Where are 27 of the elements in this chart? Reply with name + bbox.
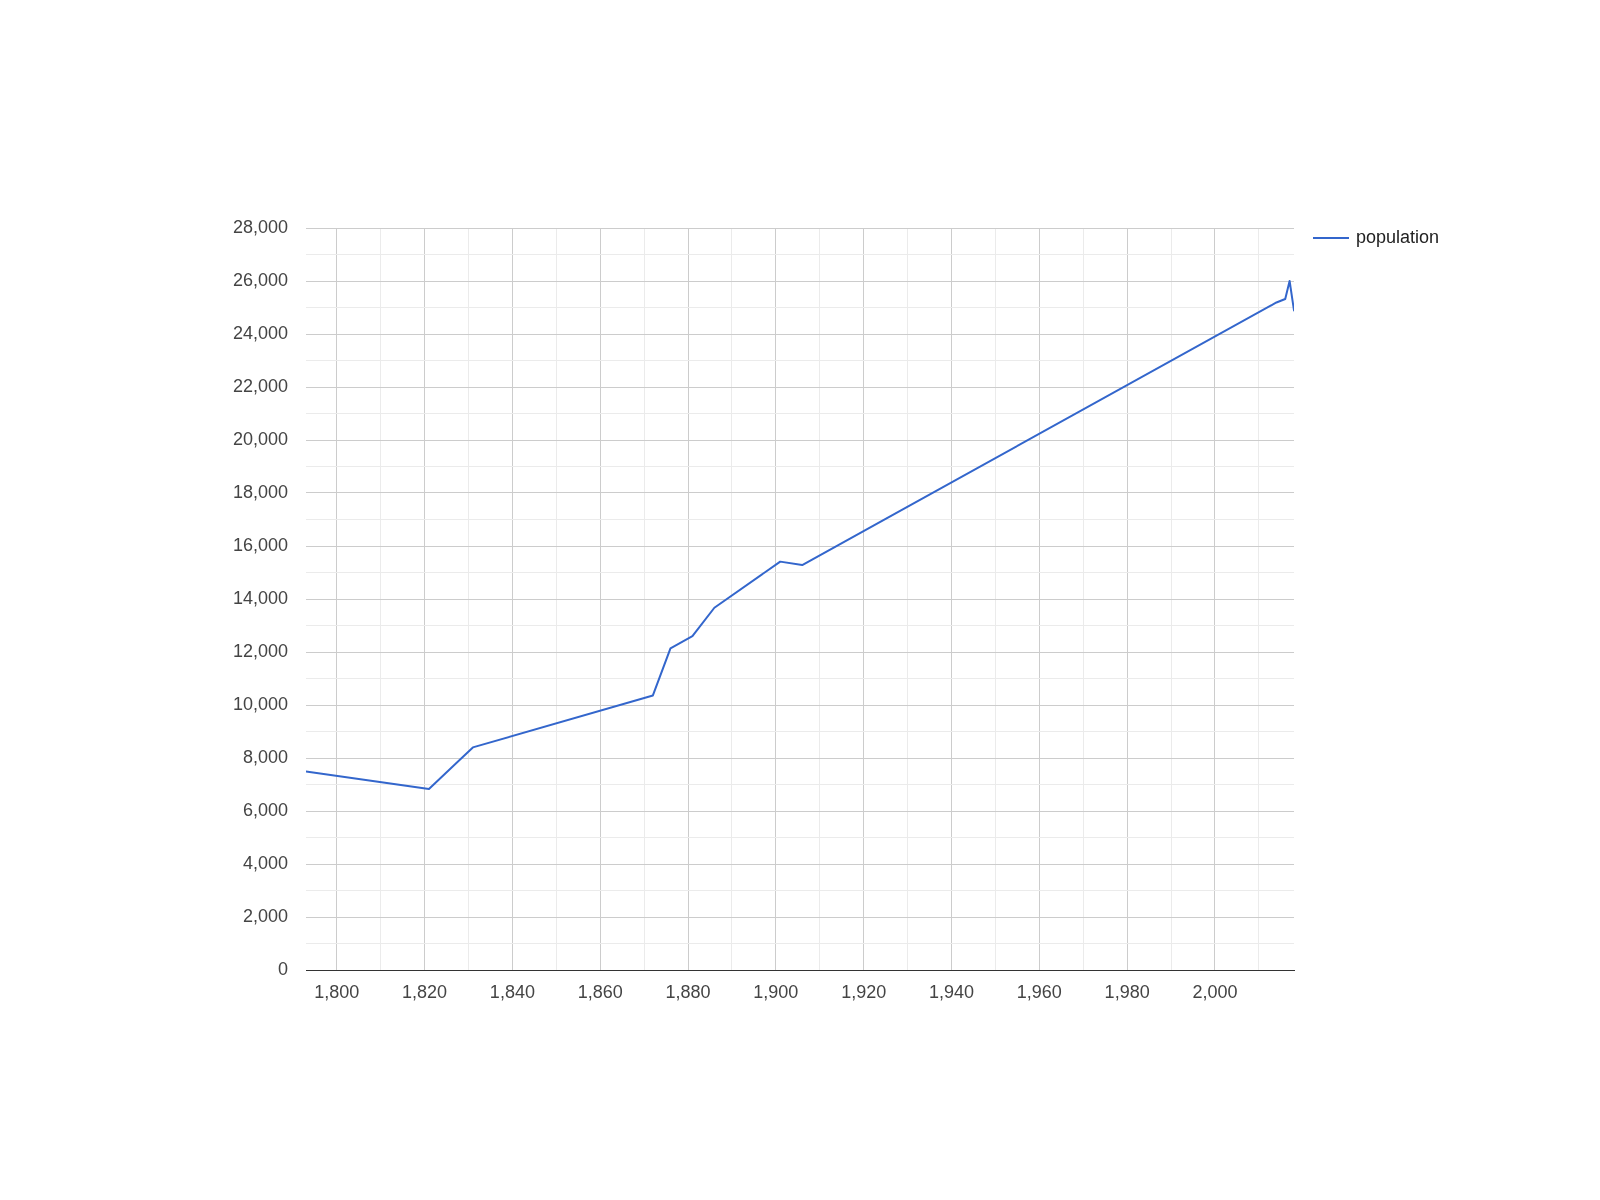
x-tick-label: 2,000: [1192, 981, 1238, 1002]
x-tick-label: 1,980: [1104, 981, 1150, 1002]
x-tick-label: 1,860: [577, 981, 623, 1002]
legend-label: population: [1356, 226, 1440, 247]
y-tick-label: 10,000: [232, 693, 288, 714]
y-tick-label: 16,000: [232, 534, 288, 555]
x-tick-label: 1,940: [928, 981, 975, 1002]
y-tick-label: 6,000: [242, 799, 288, 820]
y-tick-label: 22,000: [232, 375, 288, 396]
x-tick-label: 1,840: [489, 981, 535, 1002]
y-tick-label: 0: [277, 958, 288, 979]
y-tick-label: 12,000: [232, 640, 288, 661]
x-tick-label: 1,960: [1016, 981, 1062, 1002]
x-tick-label: 1,880: [665, 981, 711, 1002]
y-tick-label: 24,000: [232, 322, 288, 343]
y-tick-label: 28,000: [232, 216, 288, 237]
y-tick-label: 2,000: [242, 905, 288, 926]
x-tick-label: 1,900: [753, 981, 799, 1002]
y-tick-label: 18,000: [232, 481, 288, 502]
y-tick-label: 4,000: [242, 852, 288, 873]
x-tick-label: 1,800: [314, 981, 360, 1002]
x-tick-label: 1,820: [402, 981, 448, 1002]
y-tick-label: 26,000: [232, 269, 288, 290]
x-tick-label: 1,920: [841, 981, 887, 1002]
y-tick-label: 14,000: [232, 587, 288, 608]
y-tick-label: 20,000: [232, 428, 288, 449]
y-tick-label: 8,000: [242, 746, 288, 767]
